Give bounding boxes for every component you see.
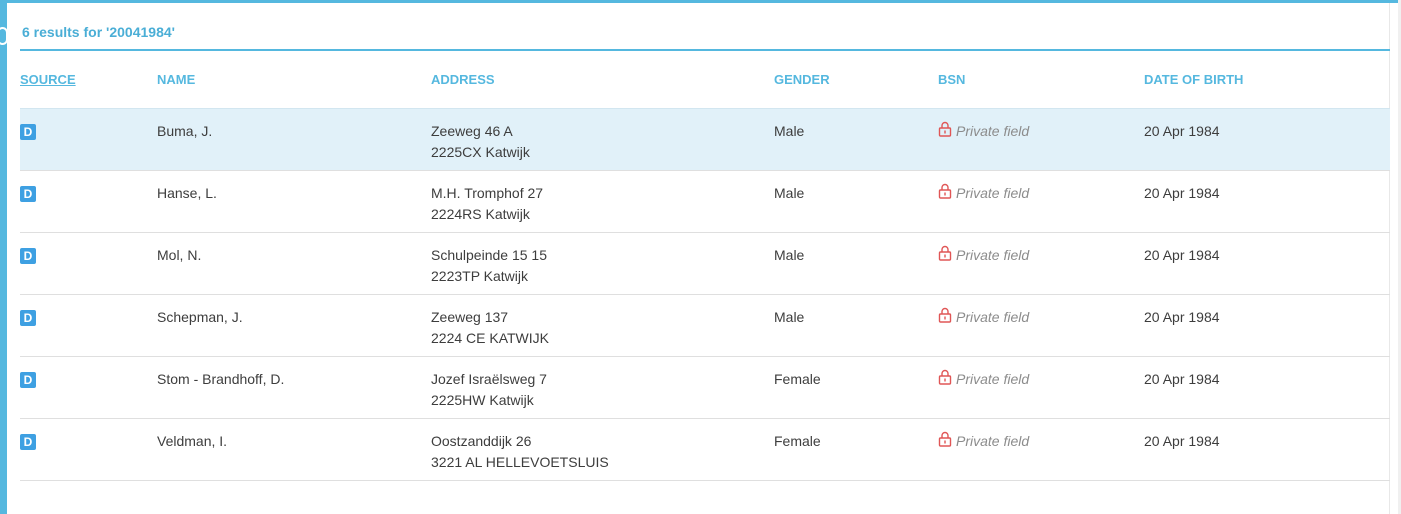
cell-source: D: [20, 357, 157, 419]
cell-gender: Female: [774, 371, 821, 387]
lock-icon: [938, 183, 952, 199]
table-row[interactable]: D Schepman, J. Zeeweg 137 2224 CE KATWIJ…: [20, 295, 1390, 357]
rail-toggle-handle[interactable]: [0, 27, 8, 45]
table-row[interactable]: D Veldman, I. Oostzanddijk 26 3221 AL HE…: [20, 419, 1390, 481]
table-row[interactable]: D Stom - Brandhoff, D. Jozef Israëlsweg …: [20, 357, 1390, 419]
private-field-label: Private field: [956, 123, 1030, 139]
source-badge[interactable]: D: [20, 248, 36, 264]
source-badge[interactable]: D: [20, 310, 36, 326]
private-field-label: Private field: [956, 247, 1030, 263]
table-row[interactable]: D Mol, N. Schulpeinde 15 15 2223TP Katwi…: [20, 233, 1390, 295]
source-badge[interactable]: D: [20, 434, 36, 450]
lock-icon: [938, 121, 952, 137]
address-line-2: 2225CX Katwijk: [431, 144, 530, 160]
address-line-2: 2223TP Katwijk: [431, 268, 529, 284]
cell-date-of-birth: 20 Apr 1984: [1144, 185, 1220, 201]
private-field-label: Private field: [956, 371, 1030, 387]
table-row[interactable]: D Hanse, L. M.H. Tromphof 27 2224RS Katw…: [20, 171, 1390, 233]
source-badge[interactable]: D: [20, 372, 36, 388]
cell-name: Stom - Brandhoff, D.: [157, 371, 285, 387]
cell-address: Jozef Israëlsweg 7 2225HW Katwijk: [431, 357, 774, 419]
private-field: Private field: [938, 245, 1029, 266]
cell-source: D: [20, 108, 157, 171]
cell-gender: Male: [774, 247, 805, 263]
private-field: Private field: [938, 307, 1029, 328]
results-table: SOURCE NAME ADDRESS GENDER BSN DATE OF B…: [20, 51, 1390, 481]
cell-date-of-birth: 20 Apr 1984: [1144, 108, 1390, 171]
address-line-1: Zeeweg 46 A: [431, 123, 513, 139]
cell-name: Schepman, J.: [157, 309, 243, 325]
cell-bsn: Private field: [938, 108, 1144, 171]
address-line-1: M.H. Tromphof 27: [431, 185, 544, 201]
cell-address: M.H. Tromphof 27 2224RS Katwijk: [431, 171, 774, 233]
column-header-date-of-birth: DATE OF BIRTH: [1144, 72, 1244, 87]
private-field-label: Private field: [956, 433, 1030, 449]
column-header-bsn: BSN: [938, 72, 966, 87]
cell-address: Zeeweg 137 2224 CE KATWIJK: [431, 295, 774, 357]
address-line-2: 2224RS Katwijk: [431, 206, 530, 222]
column-header-name: NAME: [157, 72, 196, 87]
cell-source: D: [20, 419, 157, 481]
cell-date-of-birth: 20 Apr 1984: [1144, 433, 1220, 449]
cell-gender: Male: [774, 185, 805, 201]
results-header: 6 results for '20041984': [20, 3, 1390, 51]
column-header-address: ADDRESS: [431, 72, 495, 87]
cell-address: Schulpeinde 15 15 2223TP Katwijk: [431, 233, 774, 295]
cell-bsn: Private field: [938, 171, 1144, 233]
private-field-label: Private field: [956, 309, 1030, 325]
source-badge[interactable]: D: [20, 124, 36, 140]
scrollbar[interactable]: [1398, 0, 1401, 514]
address-line-1: Oostzanddijk 26: [431, 433, 532, 449]
private-field-label: Private field: [956, 185, 1030, 201]
cell-gender: Male: [774, 108, 938, 171]
left-side-rail: [0, 0, 8, 514]
cell-source: D: [20, 295, 157, 357]
lock-icon: [938, 307, 952, 323]
table-header-row: SOURCE NAME ADDRESS GENDER BSN DATE OF B…: [20, 51, 1390, 109]
cell-bsn: Private field: [938, 357, 1144, 419]
cell-name: Buma, J.: [157, 108, 431, 171]
private-field: Private field: [938, 369, 1029, 390]
panel-right-divider: [1389, 3, 1390, 514]
cell-gender: Male: [774, 309, 805, 325]
private-field: Private field: [938, 431, 1029, 452]
address-line-2: 2225HW Katwijk: [431, 392, 534, 408]
address-line-1: Zeeweg 137: [431, 309, 509, 325]
cell-name: Hanse, L.: [157, 185, 217, 201]
private-field: Private field: [938, 121, 1029, 142]
table-row[interactable]: D Buma, J. Zeeweg 46 A 2225CX Katwijk Ma…: [20, 108, 1390, 171]
cell-source: D: [20, 233, 157, 295]
column-header-gender: GENDER: [774, 72, 830, 87]
lock-icon: [938, 369, 952, 385]
table-body: D Buma, J. Zeeweg 46 A 2225CX Katwijk Ma…: [20, 108, 1390, 481]
cell-name: Veldman, I.: [157, 433, 228, 449]
cell-date-of-birth: 20 Apr 1984: [1144, 309, 1220, 325]
cell-name: Mol, N.: [157, 247, 202, 263]
private-field: Private field: [938, 183, 1029, 204]
lock-icon: [938, 245, 952, 261]
cell-address: Oostzanddijk 26 3221 AL HELLEVOETSLUIS: [431, 419, 774, 481]
cell-date-of-birth: 20 Apr 1984: [1144, 371, 1220, 387]
address-line-1: Jozef Israëlsweg 7: [431, 371, 547, 387]
cell-source: D: [20, 171, 157, 233]
lock-icon: [938, 431, 952, 447]
address-line-2: 3221 AL HELLEVOETSLUIS: [431, 454, 609, 470]
cell-bsn: Private field: [938, 233, 1144, 295]
column-header-source[interactable]: SOURCE: [20, 72, 76, 87]
cell-date-of-birth: 20 Apr 1984: [1144, 247, 1220, 263]
cell-gender: Female: [774, 433, 821, 449]
cell-address: Zeeweg 46 A 2225CX Katwijk: [431, 108, 774, 171]
source-badge[interactable]: D: [20, 186, 36, 202]
results-count: 6 results for '20041984': [22, 24, 175, 40]
top-accent-border: [0, 0, 1401, 3]
results-panel: 6 results for '20041984' SOURCE NAME ADD…: [20, 3, 1390, 481]
cell-bsn: Private field: [938, 295, 1144, 357]
cell-bsn: Private field: [938, 419, 1144, 481]
address-line-2: 2224 CE KATWIJK: [431, 330, 550, 346]
address-line-1: Schulpeinde 15 15: [431, 247, 547, 263]
